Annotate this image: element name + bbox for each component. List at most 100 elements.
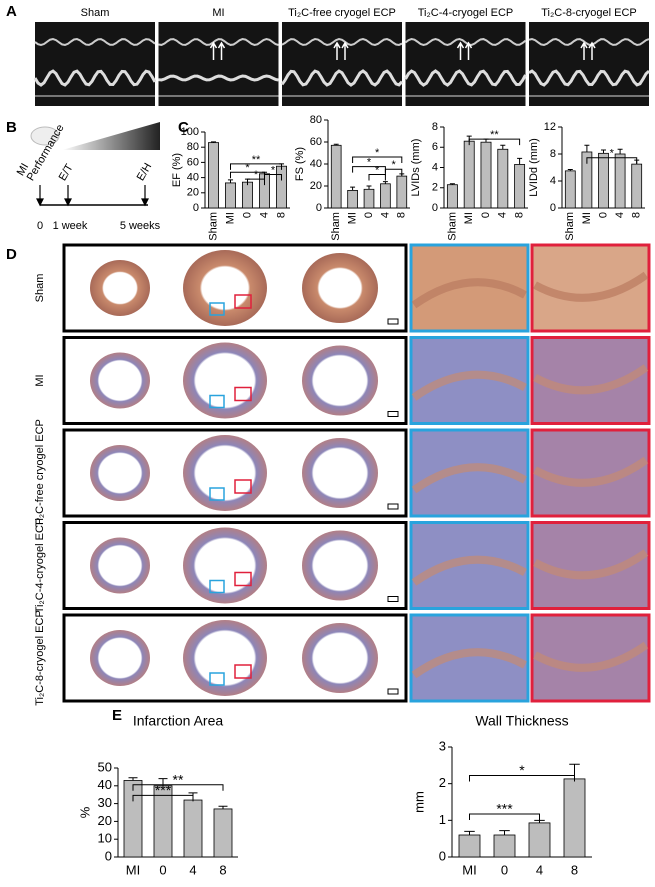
- echo-trace: [281, 37, 403, 47]
- y-tick-label: 100: [181, 126, 199, 138]
- tissue-texture: [411, 641, 649, 679]
- echo-trace: [528, 37, 650, 47]
- bar: [330, 144, 342, 209]
- y-tick-label: 40: [310, 158, 322, 170]
- significance-label: ***: [155, 782, 172, 798]
- zoom-marker: [209, 672, 225, 686]
- significance-bracket: [247, 178, 265, 186]
- echo-label: Sham: [81, 7, 110, 19]
- significance-label: *: [519, 762, 525, 778]
- y-axis-label: FS (%): [294, 147, 306, 181]
- echo-arrow: [209, 41, 218, 60]
- heart-section: [302, 345, 378, 416]
- y-tick-label: 0: [105, 848, 112, 863]
- x-tick-label: MI: [126, 862, 140, 877]
- error-bar: [382, 181, 388, 184]
- x-tick-label: 0: [363, 212, 375, 218]
- y-tick-label: 4: [550, 175, 556, 187]
- echo-label: Ti₂C-4-cryogel ECP: [418, 7, 514, 19]
- bar: [497, 148, 509, 209]
- significance-bracket: [132, 784, 224, 791]
- echo-trace: [33, 69, 157, 87]
- zoom-marker: [234, 294, 252, 309]
- echo-label: Ti₂C-free cryogel ECP: [288, 7, 396, 19]
- x-tick-label: 4: [536, 862, 543, 877]
- zoom-marker: [234, 479, 252, 494]
- histology-row-label: Ti₂C-free cryogel ECP: [34, 419, 46, 527]
- significance-label: *: [245, 162, 250, 174]
- significance-bracket: [352, 156, 403, 163]
- significance-label: *: [367, 157, 372, 169]
- significance-bracket: [230, 163, 282, 170]
- y-tick-label: 2: [432, 182, 438, 194]
- x-tick-label: MI: [581, 212, 593, 224]
- heart-section: [90, 445, 150, 501]
- y-tick-label: 1: [439, 812, 446, 827]
- heart-section: [183, 620, 267, 696]
- histology-row-label: Sham: [34, 274, 46, 303]
- scale-bar: [387, 688, 399, 695]
- x-tick-label: 8: [219, 862, 226, 877]
- echo-trace: [528, 69, 651, 87]
- y-tick-label: 40: [98, 777, 112, 792]
- tissue-texture: [411, 364, 649, 401]
- significance-bracket: [264, 174, 282, 181]
- error-bar: [584, 144, 590, 152]
- y-tick-label: 40: [187, 172, 199, 184]
- zoom-marker: [234, 664, 252, 679]
- bar: [241, 181, 253, 209]
- zoom-marker: [234, 571, 252, 587]
- y-tick-label: 0: [439, 848, 446, 863]
- bar: [458, 834, 481, 858]
- bar: [614, 153, 626, 209]
- heart-section: [302, 438, 378, 508]
- heart-section: [183, 527, 267, 604]
- x-tick-label: 0: [501, 862, 508, 877]
- histology-row-label: Ti₂C-4-cryogel ECP: [34, 518, 46, 614]
- timeline-time: 0: [37, 220, 43, 232]
- bar: [396, 175, 408, 209]
- y-tick-label: 0: [316, 202, 322, 214]
- y-tick-label: 30: [98, 795, 112, 810]
- significance-bracket: [468, 138, 521, 146]
- y-tick-label: 2: [439, 775, 446, 790]
- significance-label: *: [375, 147, 380, 159]
- bar: [224, 182, 236, 209]
- x-tick-label: Sham: [446, 212, 458, 241]
- y-tick-label: 8: [550, 148, 556, 160]
- y-axis-label: LVIDd (mm): [528, 138, 540, 196]
- x-tick-label: 4: [258, 212, 270, 218]
- bar: [493, 834, 516, 858]
- significance-bracket: [368, 174, 386, 181]
- echo-arrow: [580, 41, 588, 60]
- y-tick-label: 50: [98, 759, 112, 774]
- x-tick-label: 4: [497, 212, 509, 218]
- x-tick-label: Sham: [564, 212, 576, 241]
- timeline-event: E/T: [57, 162, 76, 183]
- y-tick-label: 20: [98, 813, 112, 828]
- y-axis-label: EF (%): [171, 153, 183, 187]
- significance-bracket: [586, 157, 638, 164]
- echo-image: [405, 22, 526, 106]
- error-bar: [449, 183, 455, 185]
- heart-section: [302, 253, 378, 323]
- echo-arrow: [217, 41, 226, 60]
- histology-row-label: MI: [34, 374, 46, 386]
- zoom-marker: [209, 302, 225, 316]
- error-bar: [534, 819, 545, 823]
- scale-bar: [387, 503, 399, 510]
- error-bar: [218, 805, 228, 809]
- bar: [480, 141, 492, 209]
- chart-title: Infarction Area: [133, 713, 223, 729]
- x-tick-label: Sham: [330, 212, 342, 241]
- x-tick-label: 8: [396, 212, 408, 218]
- panel-label: B: [6, 119, 17, 136]
- x-tick-label: 8: [514, 212, 526, 218]
- bar: [564, 170, 576, 209]
- y-tick-label: 20: [310, 180, 322, 192]
- timeline-event: MI: [15, 161, 32, 178]
- heart-section: [183, 435, 267, 511]
- echo-image: [529, 22, 649, 106]
- bar: [347, 189, 358, 209]
